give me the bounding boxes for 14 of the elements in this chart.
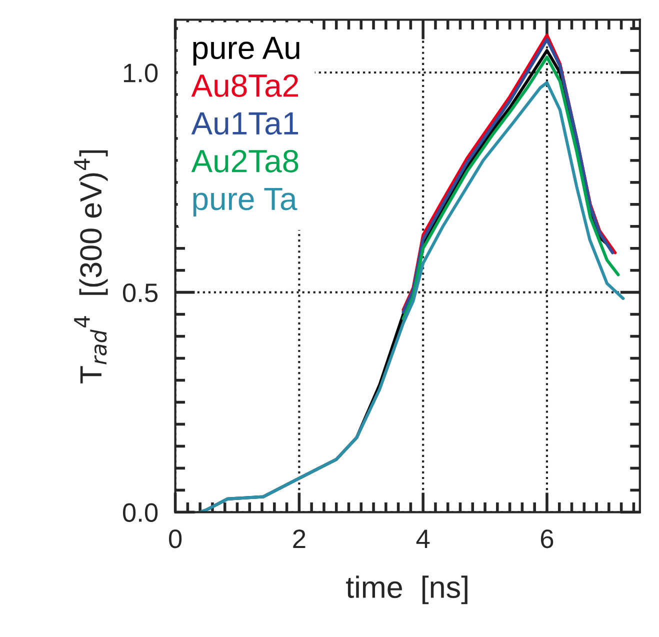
x-tick-label: 0 bbox=[168, 530, 182, 548]
x-tick-label: 6 bbox=[540, 530, 554, 548]
x-axis-title: time [ns] bbox=[346, 576, 468, 604]
text: Au1Ta1 bbox=[191, 112, 298, 135]
y-tick-label: 0.5 bbox=[122, 283, 158, 302]
text: pure Au bbox=[193, 36, 300, 66]
y-axis-title: T$_{rad}$$^{4}$ [(300 eV)$^{4}$] bbox=[74, 150, 108, 384]
text: Au2Ta8 bbox=[191, 150, 298, 172]
text: Au8Ta2 bbox=[191, 74, 298, 97]
y-tick-label: 0.0 bbox=[122, 503, 158, 522]
x-tick-label: 4 bbox=[416, 530, 430, 548]
y-tick-label: 1.0 bbox=[124, 64, 158, 82]
text: pure Ta bbox=[193, 188, 298, 217]
x-tick-label: 2 bbox=[293, 530, 306, 548]
